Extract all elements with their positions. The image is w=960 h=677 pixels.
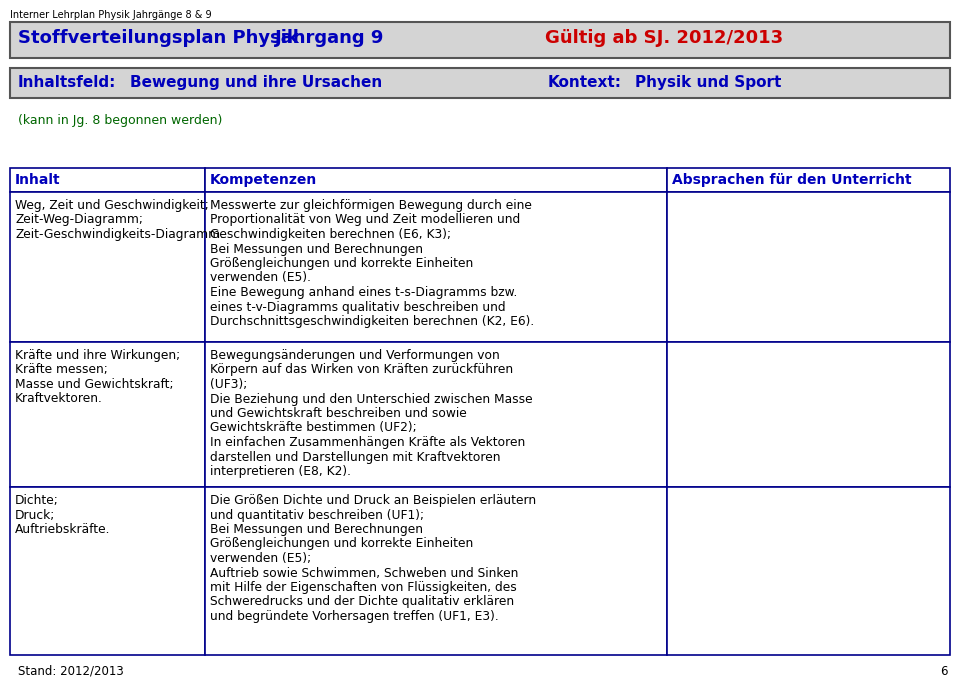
Bar	[667, 192, 950, 342]
Text: Druck;: Druck;	[15, 508, 56, 521]
Text: Kontext:: Kontext:	[548, 75, 622, 90]
Text: Dichte;: Dichte;	[15, 494, 59, 507]
Bar	[10, 487, 205, 655]
Text: Kraftvektoren.: Kraftvektoren.	[15, 393, 103, 406]
Text: Bewegung und ihre Ursachen: Bewegung und ihre Ursachen	[130, 75, 382, 90]
Text: Größengleichungen und korrekte Einheiten: Größengleichungen und korrekte Einheiten	[210, 257, 473, 270]
Text: eines t-v-Diagramms qualitativ beschreiben und: eines t-v-Diagramms qualitativ beschreib…	[210, 301, 506, 313]
Text: Gewichtskräfte bestimmen (UF2);: Gewichtskräfte bestimmen (UF2);	[210, 422, 417, 435]
Text: (kann in Jg. 8 begonnen werden): (kann in Jg. 8 begonnen werden)	[18, 114, 223, 127]
Bar	[10, 68, 950, 98]
Text: Bei Messungen und Berechnungen: Bei Messungen und Berechnungen	[210, 523, 423, 536]
Text: Weg, Zeit und Geschwindigkeit;: Weg, Zeit und Geschwindigkeit;	[15, 199, 208, 212]
Text: Gültig ab SJ. 2012/2013: Gültig ab SJ. 2012/2013	[545, 29, 783, 47]
Text: mit Hilfe der Eigenschaften von Flüssigkeiten, des: mit Hilfe der Eigenschaften von Flüssigk…	[210, 581, 516, 594]
Text: Bewegungsänderungen und Verformungen von: Bewegungsänderungen und Verformungen von	[210, 349, 500, 362]
Bar	[667, 342, 950, 487]
Text: Proportionalität von Weg und Zeit modellieren und: Proportionalität von Weg und Zeit modell…	[210, 213, 520, 227]
Bar	[205, 342, 667, 487]
Bar	[205, 192, 667, 342]
Bar	[205, 168, 667, 192]
Text: Kräfte messen;: Kräfte messen;	[15, 364, 108, 376]
Bar	[10, 342, 205, 487]
Text: interpretieren (E8, K2).: interpretieren (E8, K2).	[210, 465, 351, 478]
Text: In einfachen Zusammenhängen Kräfte als Vektoren: In einfachen Zusammenhängen Kräfte als V…	[210, 436, 525, 449]
Text: Physik und Sport: Physik und Sport	[635, 75, 781, 90]
Text: und begründete Vorhersagen treffen (UF1, E3).: und begründete Vorhersagen treffen (UF1,…	[210, 610, 499, 623]
Text: Stand: 2012/2013: Stand: 2012/2013	[18, 665, 124, 677]
Text: Die Beziehung und den Unterschied zwischen Masse: Die Beziehung und den Unterschied zwisch…	[210, 393, 533, 406]
Text: Absprachen für den Unterricht: Absprachen für den Unterricht	[672, 173, 912, 187]
Text: Interner Lehrplan Physik Jahrgänge 8 & 9: Interner Lehrplan Physik Jahrgänge 8 & 9	[10, 10, 211, 20]
Text: Kräfte und ihre Wirkungen;: Kräfte und ihre Wirkungen;	[15, 349, 180, 362]
Text: Bei Messungen und Berechnungen: Bei Messungen und Berechnungen	[210, 242, 423, 255]
Text: Größengleichungen und korrekte Einheiten: Größengleichungen und korrekte Einheiten	[210, 538, 473, 550]
Text: Inhalt: Inhalt	[15, 173, 60, 187]
Bar	[667, 487, 950, 655]
Text: Geschwindigkeiten berechnen (E6, K3);: Geschwindigkeiten berechnen (E6, K3);	[210, 228, 451, 241]
Text: Auftriebskräfte.: Auftriebskräfte.	[15, 523, 110, 536]
Bar	[10, 192, 205, 342]
Text: Stoffverteilungsplan Physik: Stoffverteilungsplan Physik	[18, 29, 299, 47]
Text: verwenden (E5);: verwenden (E5);	[210, 552, 311, 565]
Text: und Gewichtskraft beschreiben und sowie: und Gewichtskraft beschreiben und sowie	[210, 407, 467, 420]
Text: verwenden (E5).: verwenden (E5).	[210, 271, 311, 284]
Text: (UF3);: (UF3);	[210, 378, 248, 391]
Text: Zeit-Geschwindigkeits-Diagramm.: Zeit-Geschwindigkeits-Diagramm.	[15, 228, 224, 241]
Text: Schweredrucks und der Dichte qualitativ erklären: Schweredrucks und der Dichte qualitativ …	[210, 596, 515, 609]
Text: darstellen und Darstellungen mit Kraftvektoren: darstellen und Darstellungen mit Kraftve…	[210, 450, 500, 464]
Text: Die Größen Dichte und Druck an Beispielen erläutern: Die Größen Dichte und Druck an Beispiele…	[210, 494, 536, 507]
Text: Eine Bewegung anhand eines t-s-Diagramms bzw.: Eine Bewegung anhand eines t-s-Diagramms…	[210, 286, 517, 299]
Bar	[667, 168, 950, 192]
Text: 6: 6	[941, 665, 948, 677]
Text: Messwerte zur gleichförmigen Bewegung durch eine: Messwerte zur gleichförmigen Bewegung du…	[210, 199, 532, 212]
Text: Körpern auf das Wirken von Kräften zurückführen: Körpern auf das Wirken von Kräften zurüc…	[210, 364, 514, 376]
Text: Masse und Gewichtskraft;: Masse und Gewichtskraft;	[15, 378, 174, 391]
Text: Inhaltsfeld:: Inhaltsfeld:	[18, 75, 116, 90]
Text: Durchschnittsgeschwindigkeiten berechnen (K2, E6).: Durchschnittsgeschwindigkeiten berechnen…	[210, 315, 535, 328]
Bar	[10, 22, 950, 58]
Text: Auftrieb sowie Schwimmen, Schweben und Sinken: Auftrieb sowie Schwimmen, Schweben und S…	[210, 567, 518, 580]
Text: Jahrgang 9: Jahrgang 9	[275, 29, 384, 47]
Text: und quantitativ beschreiben (UF1);: und quantitativ beschreiben (UF1);	[210, 508, 424, 521]
Text: Zeit-Weg-Diagramm;: Zeit-Weg-Diagramm;	[15, 213, 143, 227]
Bar	[10, 168, 205, 192]
Text: Kompetenzen: Kompetenzen	[210, 173, 317, 187]
Bar	[205, 487, 667, 655]
